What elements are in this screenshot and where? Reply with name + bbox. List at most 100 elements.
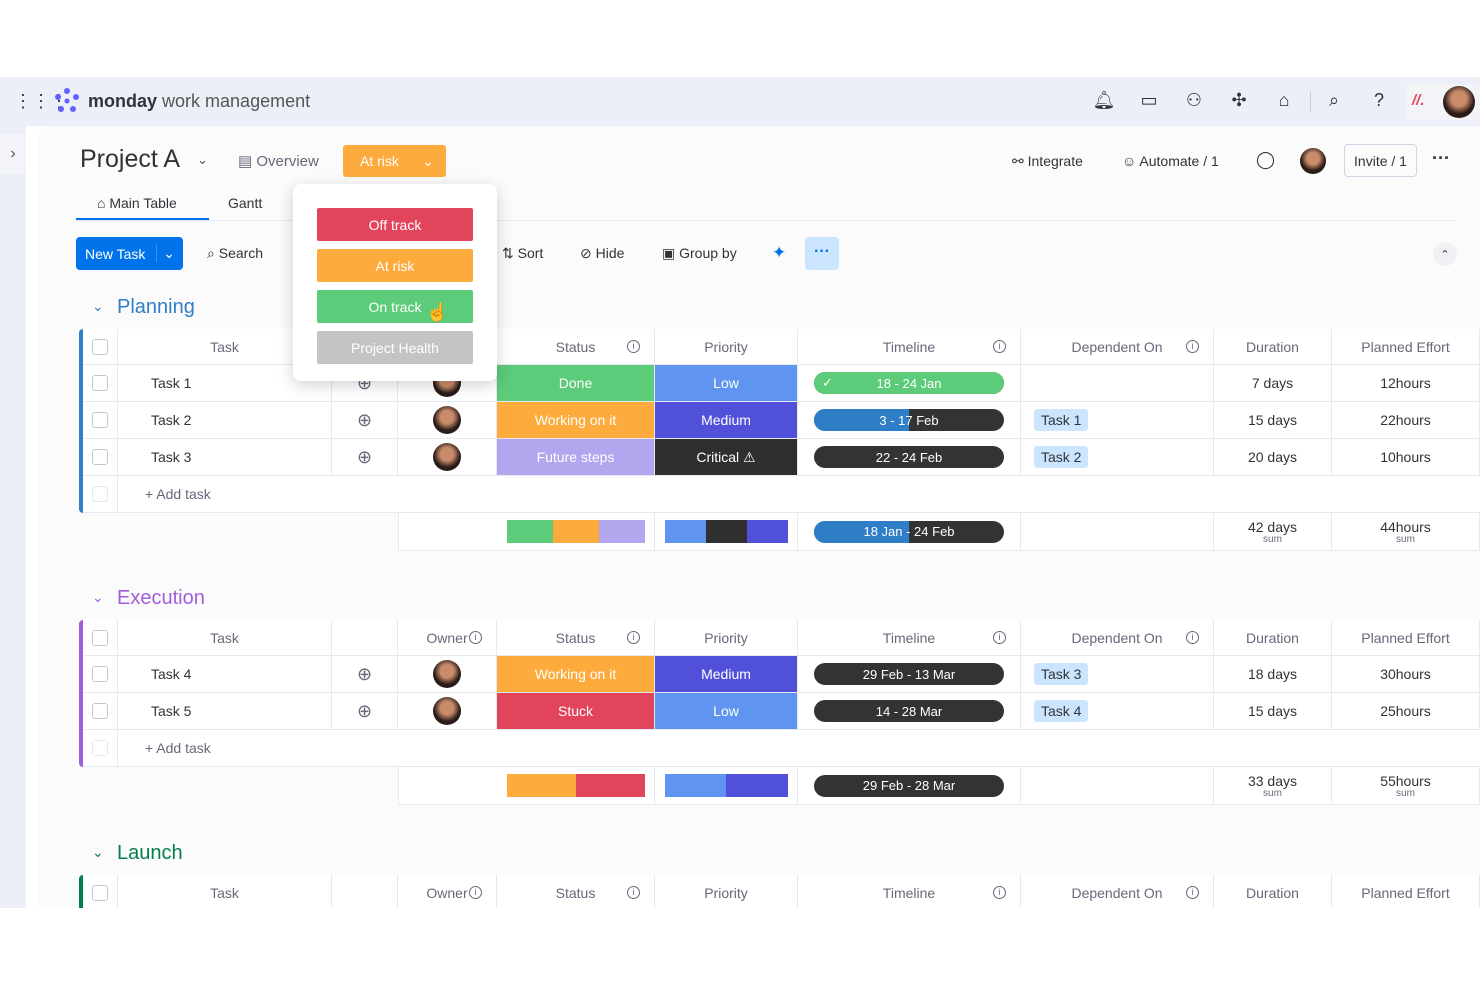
add-task-row[interactable]: + Add task <box>118 476 1480 513</box>
summary-distribution-bar[interactable] <box>664 774 788 797</box>
column-header-duration[interactable]: Duration <box>1214 620 1332 656</box>
cell-priority[interactable]: Medium <box>655 656 798 693</box>
cell-task[interactable]: Task 4 <box>118 656 332 693</box>
cell-updates[interactable]: ⊕ <box>332 402 398 439</box>
row-checkbox[interactable] <box>92 703 108 719</box>
cell-owner[interactable] <box>398 439 497 476</box>
ai-assistant-icon[interactable]: ✦ <box>772 243 787 262</box>
timeline-bar[interactable]: 29 Feb - 13 Mar <box>814 663 1004 685</box>
column-header-select[interactable] <box>83 875 118 911</box>
column-header-dependent[interactable]: Dependent On i <box>1021 620 1214 656</box>
overview-button[interactable]: ▤ Overview <box>238 152 319 170</box>
cell-owner[interactable] <box>398 693 497 730</box>
dependent-task-chip[interactable]: Task 4 <box>1034 700 1089 722</box>
cell-status[interactable]: Done <box>497 365 655 402</box>
health-option-at-risk[interactable]: At risk <box>317 249 473 282</box>
cell-select[interactable] <box>83 693 118 730</box>
info-icon[interactable]: i <box>993 631 1006 644</box>
select-all-checkbox[interactable] <box>92 884 108 901</box>
column-header-status[interactable]: Status i <box>497 875 655 911</box>
cell-dependent[interactable]: Task 3 <box>1021 656 1214 693</box>
group-title[interactable]: Execution <box>117 587 205 609</box>
column-header-effort[interactable]: Planned Effort <box>1332 875 1480 911</box>
info-icon[interactable]: i <box>627 631 640 644</box>
column-header-dependent[interactable]: Dependent On i <box>1021 329 1214 365</box>
project-health-select[interactable]: At risk ⌄ <box>343 145 446 177</box>
cell-duration[interactable]: 7 days <box>1214 365 1332 402</box>
help-icon[interactable]: ? <box>1373 90 1384 110</box>
invite-members-icon[interactable]: ⚇ <box>1185 90 1203 110</box>
cell-dependent[interactable]: Task 2 <box>1021 439 1214 476</box>
cell-task[interactable]: Task 2 <box>118 402 332 439</box>
comment-icon[interactable]: ◯ <box>1256 150 1276 169</box>
group-title[interactable]: Launch <box>117 842 183 864</box>
add-task-row[interactable]: + Add task <box>118 730 1480 767</box>
group-collapse-chevron-icon[interactable]: ⌄ <box>92 844 104 860</box>
row-checkbox[interactable] <box>92 412 108 428</box>
column-header-task[interactable]: Task <box>118 875 332 911</box>
column-header-select[interactable] <box>83 620 118 656</box>
summary-distribution-bar[interactable] <box>664 520 788 543</box>
column-header-status[interactable]: Status i <box>497 620 655 656</box>
dependent-task-chip[interactable]: Task 3 <box>1034 663 1089 685</box>
invite-button[interactable]: Invite / 1 <box>1344 144 1417 177</box>
timeline-bar[interactable]: 14 - 28 Mar <box>814 700 1004 722</box>
expand-sidebar-icon[interactable]: › <box>0 134 26 174</box>
cell-dependent[interactable] <box>1021 365 1214 402</box>
cell-effort[interactable]: 25hours <box>1332 693 1480 730</box>
bell-icon[interactable]: 🔔︎ <box>1092 90 1116 110</box>
sort-button[interactable]: ⇅ Sort <box>502 245 543 262</box>
cell-task[interactable]: Task 3 <box>118 439 332 476</box>
cell-dependent[interactable]: Task 4 <box>1021 693 1214 730</box>
dependent-task-chip[interactable]: Task 2 <box>1034 446 1089 468</box>
group-title[interactable]: Planning <box>117 296 195 318</box>
cell-task[interactable]: Task 5 <box>118 693 332 730</box>
health-option-project-health[interactable]: Project Health <box>317 331 473 364</box>
cell-status[interactable]: Stuck <box>497 693 655 730</box>
cell-timeline[interactable]: 14 - 28 Mar <box>798 693 1021 730</box>
cell-timeline[interactable]: 22 - 24 Feb <box>798 439 1021 476</box>
info-icon[interactable]: i <box>627 340 640 353</box>
task-name[interactable]: Task 1 <box>151 375 192 391</box>
templates-icon[interactable]: ⌂ <box>1278 90 1290 110</box>
column-header-effort[interactable]: Planned Effort <box>1332 620 1480 656</box>
cell-updates[interactable]: ⊕ <box>332 439 398 476</box>
add-update-icon[interactable]: ⊕ <box>356 409 373 430</box>
info-icon[interactable]: i <box>469 631 482 644</box>
group-collapse-chevron-icon[interactable]: ⌄ <box>92 298 104 314</box>
cell-duration[interactable]: 20 days <box>1214 439 1332 476</box>
integrate-button[interactable]: ⚯ Integrate <box>1012 153 1083 170</box>
user-avatar[interactable] <box>1443 86 1475 118</box>
app-grid-icon[interactable]: ⋮⋮⋮ <box>14 91 68 111</box>
cell-effort[interactable]: 30hours <box>1332 656 1480 693</box>
cell-updates[interactable]: ⊕ <box>332 656 398 693</box>
more-toolbar-icon[interactable]: ··· <box>805 237 839 270</box>
task-name[interactable]: Task 5 <box>151 703 192 719</box>
column-header-dependent[interactable]: Dependent On i <box>1021 875 1214 911</box>
cell-duration[interactable]: 18 days <box>1214 656 1332 693</box>
timeline-bar[interactable]: 3 - 17 Feb <box>814 409 1004 431</box>
column-header-duration[interactable]: Duration <box>1214 329 1332 365</box>
more-options-icon[interactable]: ··· <box>1432 148 1450 168</box>
cell-timeline[interactable]: 3 - 17 Feb <box>798 402 1021 439</box>
info-icon[interactable]: i <box>627 886 640 899</box>
health-option-on-track[interactable]: On track <box>317 290 473 323</box>
cell-timeline[interactable]: 29 Feb - 13 Mar <box>798 656 1021 693</box>
automate-button[interactable]: ☺ Automate / 1 <box>1122 153 1219 169</box>
row-checkbox[interactable] <box>92 375 108 391</box>
column-header-select[interactable] <box>83 329 118 365</box>
summary-distribution-bar[interactable] <box>506 520 645 543</box>
cell-owner[interactable] <box>398 656 497 693</box>
timeline-bar[interactable]: ✓ 18 - 24 Jan <box>814 372 1004 394</box>
add-update-icon[interactable]: ⊕ <box>356 446 373 467</box>
board-title[interactable]: Project A <box>80 145 181 173</box>
cell-priority[interactable]: Critical ⚠ <box>655 439 798 476</box>
group-collapse-chevron-icon[interactable]: ⌄ <box>92 589 104 605</box>
chevron-down-icon[interactable]: ⌄ <box>156 245 175 262</box>
cell-duration[interactable]: 15 days <box>1214 402 1332 439</box>
column-header-priority[interactable]: Priority <box>655 875 798 911</box>
tab-main-table[interactable]: ⌂ Main Table <box>97 195 177 211</box>
task-name[interactable]: Task 4 <box>151 666 192 682</box>
column-header-effort[interactable]: Planned Effort <box>1332 329 1480 365</box>
